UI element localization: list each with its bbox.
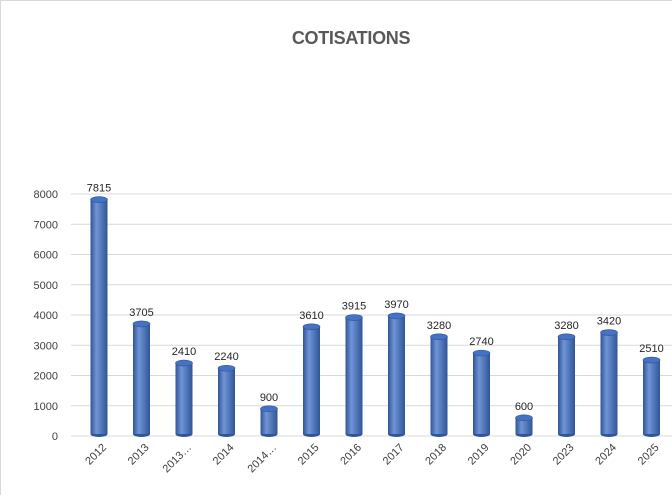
y-tick-label: 1000 [34, 401, 58, 413]
x-tick-label: 2014… [246, 442, 280, 476]
x-tick-label: 2015 [296, 442, 322, 468]
data-label: 2510 [639, 343, 663, 355]
data-label: 3610 [299, 310, 323, 322]
x-tick-label: 2012 [83, 442, 109, 468]
data-label: 3705 [129, 307, 153, 319]
y-tick-label: 5000 [34, 280, 58, 292]
x-tick-label: 2024 [593, 442, 619, 468]
bar [260, 405, 278, 437]
x-tick-label: 2013 [126, 442, 152, 468]
bar [515, 414, 533, 437]
data-label: 2740 [469, 336, 493, 348]
data-label: 3915 [342, 301, 366, 313]
x-tick-label: 2018 [423, 442, 449, 468]
y-tick-label: 8000 [34, 189, 58, 201]
data-label: 7815 [87, 183, 111, 195]
bar [302, 323, 321, 437]
data-label: 900 [260, 392, 278, 404]
bar [387, 312, 406, 437]
bar [472, 349, 491, 437]
x-tick-label: 2013… [161, 442, 195, 476]
data-label: 3420 [597, 316, 621, 328]
gridlines [71, 193, 672, 437]
data-label: 600 [515, 401, 533, 413]
bars: 7815 3705 2410 2240 900 3610 3915 3970 3280 2740 6… [87, 183, 664, 437]
data-label: 3970 [384, 299, 408, 311]
y-tick-label: 3000 [34, 340, 58, 352]
x-tick-label: 2019 [466, 442, 492, 468]
y-tick-label: 6000 [34, 250, 58, 262]
x-tick-label: 2025 [636, 442, 662, 468]
y-tick-label: 7000 [34, 219, 58, 231]
x-tick-label: 2023 [551, 442, 577, 468]
bar [557, 333, 576, 437]
data-label: 3280 [554, 320, 578, 332]
x-tick-label: 2017 [381, 442, 407, 468]
bar [217, 364, 236, 437]
chart-title: COTISATIONS [291, 28, 411, 48]
y-tick-label: 2000 [34, 371, 58, 383]
y-tick-label: 4000 [34, 310, 58, 322]
bar [642, 356, 661, 437]
bar [175, 359, 193, 437]
y-tick-label: 0 [52, 431, 58, 443]
x-axis: 2012 2013 2013… 2014 2014… 2015 2016 2017 2018 20… [83, 442, 661, 476]
bar [90, 196, 108, 437]
data-label: 3280 [427, 320, 451, 332]
x-tick-label: 2016 [338, 442, 364, 468]
x-tick-label: 2020 [508, 442, 534, 468]
y-axis: 0 1000 2000 3000 4000 5000 6000 7000 8000 [34, 189, 58, 443]
bar [132, 320, 151, 437]
x-tick-label: 2014 [211, 442, 237, 468]
data-label: 2410 [172, 346, 196, 358]
bar [600, 329, 618, 437]
bar [345, 314, 363, 437]
bar [430, 333, 448, 437]
data-label: 2240 [214, 351, 238, 363]
